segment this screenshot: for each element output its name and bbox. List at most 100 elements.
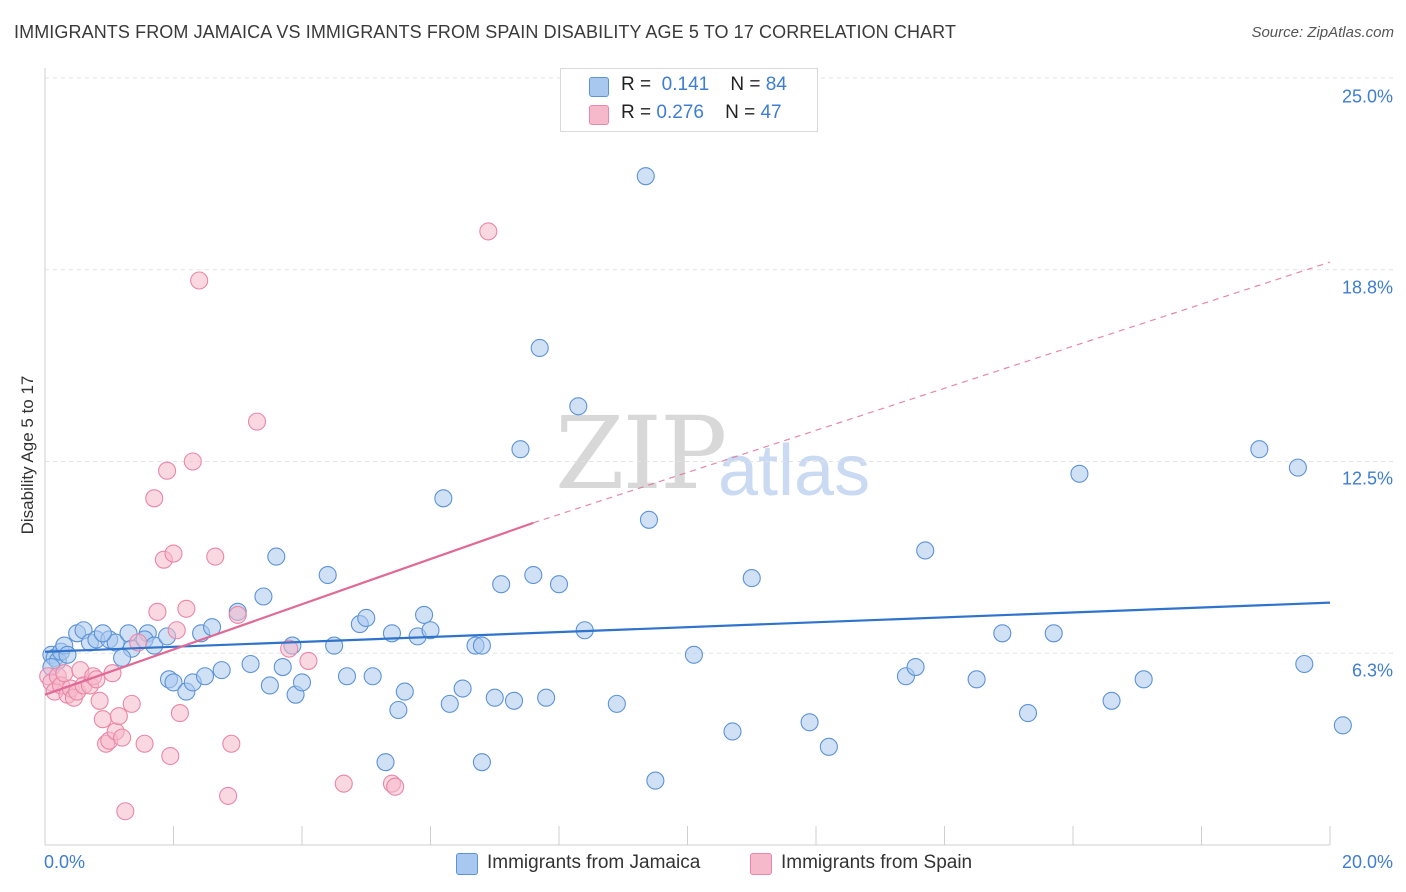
legend-spain-swatch bbox=[750, 853, 772, 875]
jamaica-point bbox=[113, 648, 132, 667]
legend-jamaica-label: Immigrants from Jamaica bbox=[487, 852, 701, 873]
source-credit: Source: ZipAtlas.com bbox=[1251, 24, 1394, 41]
watermark-zip: ZIP bbox=[555, 395, 727, 512]
jamaica-point bbox=[800, 713, 819, 732]
jamaica-point bbox=[1044, 624, 1063, 643]
jamaica-point bbox=[241, 654, 260, 674]
spain-point bbox=[93, 710, 112, 729]
jamaica-point bbox=[292, 673, 312, 692]
spain-point bbox=[145, 489, 164, 508]
jamaica-point bbox=[212, 661, 231, 680]
jamaica-point bbox=[440, 694, 459, 713]
jamaica-point bbox=[453, 679, 472, 698]
jamaica-swatch bbox=[589, 77, 609, 97]
jamaica-point bbox=[472, 636, 491, 655]
jamaica-trend-line bbox=[44, 601, 1331, 653]
spain-point bbox=[222, 734, 241, 753]
jamaica-point bbox=[164, 673, 183, 692]
stats-legend: R = 0.141 N = 84 R = 0.276 N = 47 bbox=[560, 68, 818, 132]
jamaica-point bbox=[537, 688, 556, 707]
x-tick-label-max: 20.0% bbox=[1341, 852, 1393, 872]
jamaica-point bbox=[58, 645, 77, 664]
y-tick-label: 6.3% bbox=[1351, 660, 1393, 681]
jamaica-point bbox=[723, 722, 742, 741]
jamaica-point bbox=[273, 658, 292, 677]
jamaica-point bbox=[607, 694, 626, 713]
y-tick-label: 25.0% bbox=[1341, 86, 1393, 107]
spain-point bbox=[280, 639, 299, 658]
spain-point bbox=[334, 774, 353, 793]
jamaica-point bbox=[1288, 458, 1307, 477]
jamaica-point bbox=[376, 753, 395, 772]
spain-point bbox=[299, 651, 318, 670]
jamaica-point bbox=[993, 624, 1012, 643]
jamaica-point bbox=[485, 688, 504, 707]
y-tick-label: 18.8% bbox=[1341, 277, 1393, 298]
y-tick-label: 12.5% bbox=[1341, 468, 1393, 489]
spain-swatch bbox=[589, 105, 609, 125]
jamaica-point bbox=[1018, 704, 1038, 723]
jamaica-point bbox=[267, 547, 286, 566]
jamaica-point bbox=[395, 682, 414, 701]
jamaica-point bbox=[549, 575, 569, 594]
spain-point bbox=[90, 691, 109, 710]
jamaica-point bbox=[260, 676, 279, 695]
spain-point bbox=[109, 707, 128, 726]
spain-point bbox=[135, 734, 154, 753]
spain-point bbox=[164, 544, 183, 563]
legend-jamaica-swatch bbox=[456, 853, 478, 875]
spain-point bbox=[386, 777, 405, 796]
jamaica-point bbox=[363, 667, 382, 686]
jamaica-point bbox=[569, 397, 588, 416]
jamaica-point bbox=[106, 633, 125, 652]
spain-point bbox=[116, 802, 135, 821]
spain-point bbox=[190, 271, 209, 290]
jamaica-point bbox=[1333, 716, 1352, 735]
x-tick-label-min: 0.0% bbox=[44, 852, 86, 872]
spain-point bbox=[158, 461, 177, 480]
spain-point bbox=[170, 704, 189, 723]
jamaica-point bbox=[357, 608, 376, 628]
spain-trend-line bbox=[44, 521, 534, 696]
spain-point bbox=[219, 786, 238, 805]
jamaica-point bbox=[967, 670, 986, 689]
jamaica-point bbox=[1295, 654, 1314, 674]
jamaica-point bbox=[472, 753, 491, 772]
jamaica-point bbox=[530, 338, 549, 358]
jamaica-point bbox=[434, 489, 453, 508]
jamaica-stats: R = 0.141 N = 84 bbox=[621, 74, 787, 95]
jamaica-point bbox=[906, 658, 925, 677]
jamaica-point bbox=[254, 587, 273, 606]
jamaica-point bbox=[421, 621, 440, 640]
spain-point bbox=[479, 222, 498, 241]
jamaica-point bbox=[524, 565, 543, 585]
jamaica-point bbox=[639, 510, 659, 529]
jamaica-point bbox=[1250, 440, 1269, 459]
jamaica-point bbox=[636, 167, 655, 186]
spain-point bbox=[55, 664, 74, 683]
legend-spain-label: Immigrants from Spain bbox=[781, 852, 973, 873]
spain-point bbox=[148, 602, 167, 621]
jamaica-point bbox=[646, 771, 665, 790]
spain-stats: R = 0.276 N = 47 bbox=[621, 102, 782, 123]
watermark-atlas: atlas bbox=[718, 431, 871, 511]
jamaica-point bbox=[195, 667, 215, 686]
spain-point bbox=[177, 599, 196, 618]
jamaica-point bbox=[1070, 464, 1089, 483]
spain-trend-extension bbox=[533, 261, 1331, 524]
jamaica-point bbox=[415, 605, 434, 624]
jamaica-point bbox=[389, 700, 408, 720]
spain-point bbox=[247, 412, 267, 431]
spain-point bbox=[113, 728, 132, 747]
jamaica-point bbox=[93, 624, 112, 643]
jamaica-point bbox=[511, 440, 530, 459]
chart-title: IMMIGRANTS FROM JAMAICA VS IMMIGRANTS FR… bbox=[14, 22, 957, 42]
jamaica-point bbox=[492, 575, 511, 594]
spain-point bbox=[129, 633, 148, 652]
jamaica-point bbox=[318, 565, 337, 585]
jamaica-point bbox=[684, 645, 703, 664]
spain-point bbox=[122, 694, 141, 713]
spain-point bbox=[167, 621, 186, 640]
jamaica-point bbox=[742, 569, 761, 588]
